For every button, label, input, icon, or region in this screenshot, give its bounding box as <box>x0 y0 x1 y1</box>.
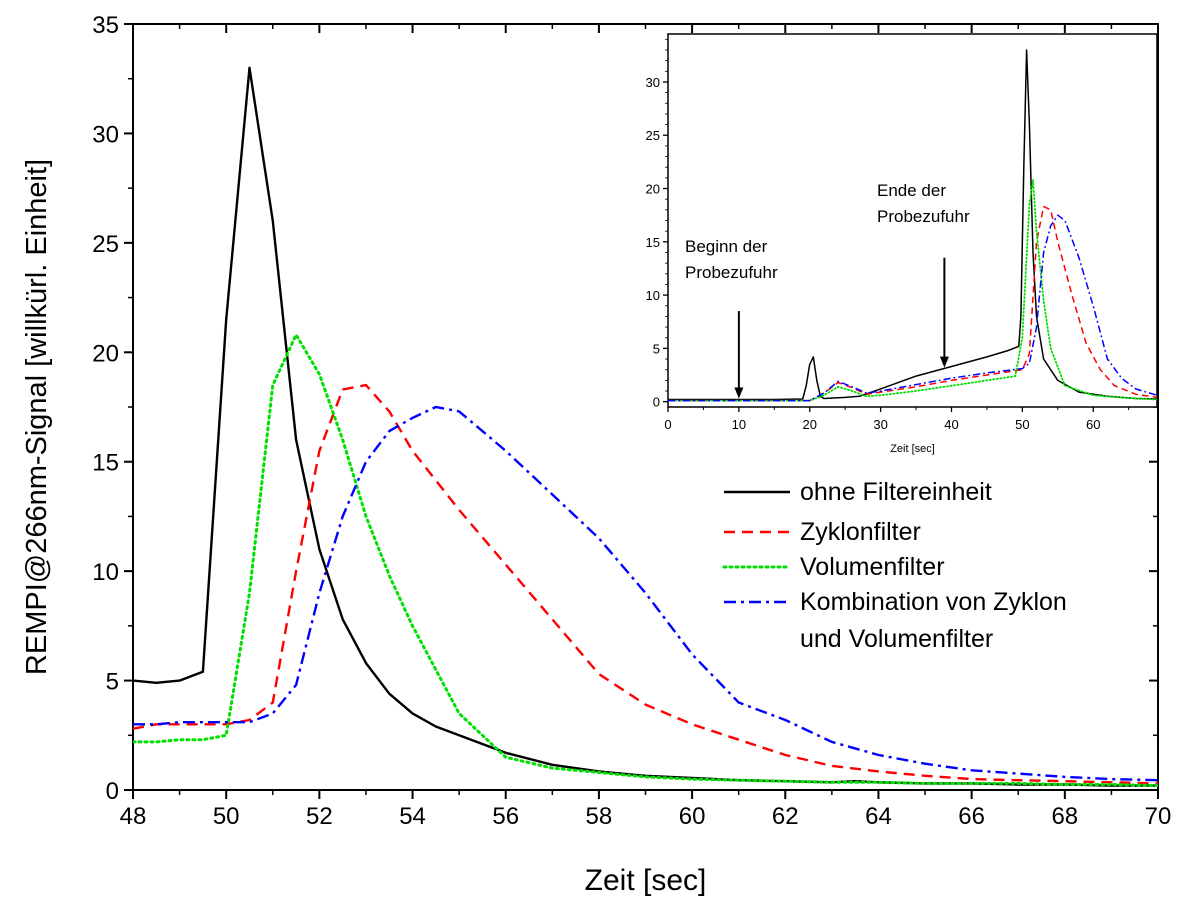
main-y-tick-label: 10 <box>92 559 119 586</box>
main-y-tick-label: 25 <box>92 231 119 258</box>
inset-y-tick-label: 15 <box>646 235 660 250</box>
main-series-group <box>133 66 1158 788</box>
inset-annotation-label: Ende der <box>877 181 946 200</box>
legend-label: Zyklonfilter <box>800 518 921 546</box>
main-plot: 48 50 52 54 56 58 60 62 64 66 68 7005101520253035Ze… <box>21 12 1171 897</box>
inset-y-tick-label: 25 <box>646 128 660 143</box>
main-x-tick-label: 60 <box>679 803 706 830</box>
main-x-tick-label: 70 <box>1145 803 1172 830</box>
main-y-tick-label: 0 <box>106 778 119 805</box>
legend: ohne Filtereinheit Zyklonfilter Volumenfil… <box>722 478 1067 653</box>
main-x-tick-label: 52 <box>306 803 333 830</box>
inset-y-tick-label: 20 <box>646 182 660 197</box>
inset-annotation-arrowhead <box>939 356 949 368</box>
main-x-tick-label: 62 <box>772 803 799 830</box>
inset-annotation-label: Beginn der <box>685 237 768 256</box>
main-x-tick-label: 48 <box>120 803 147 830</box>
inset-x-tick-label: 60 <box>1086 417 1100 432</box>
main-x-tick-label: 54 <box>399 803 426 830</box>
inset-series-line <box>668 179 1157 402</box>
inset-x-tick-label: 40 <box>944 417 958 432</box>
inset-plot-frame <box>667 33 1158 408</box>
legend-label: ohne Filtereinheit <box>800 478 992 506</box>
main-y-tick-label: 20 <box>92 340 119 367</box>
legend-label: und Volumenfilter <box>800 625 993 653</box>
main-series-line <box>133 333 1158 788</box>
inset-y-tick-label: 30 <box>646 75 660 90</box>
main-x-tick-label: 58 <box>586 803 613 830</box>
inset-series-group <box>668 49 1157 402</box>
inset-annotation-label: Probezufuhr <box>685 263 778 282</box>
main-x-axis-label: Zeit [sec] <box>585 864 707 897</box>
inset-x-tick-label: 10 <box>732 417 746 432</box>
legend-label: Volumenfilter <box>800 553 945 581</box>
main-x-tick-label: 68 <box>1051 803 1078 830</box>
main-x-tick-label: 66 <box>958 803 985 830</box>
inset-x-axis-label: Zeit [sec] <box>890 443 935 455</box>
main-x-tick-label: 64 <box>865 803 892 830</box>
inset-x-tick-label: 30 <box>873 417 887 432</box>
inset-y-tick-label: 10 <box>646 288 660 303</box>
main-y-tick-label: 35 <box>92 12 119 39</box>
inset-x-tick-label: 50 <box>1015 417 1029 432</box>
inset-annotation-label: Probezufuhr <box>877 207 970 226</box>
legend-label: Kombination von Zyklon <box>800 588 1067 616</box>
inset-x-tick-label: 20 <box>803 417 817 432</box>
main-x-tick-label: 56 <box>492 803 519 830</box>
inset-y-tick-label: 5 <box>653 341 660 356</box>
main-series-line <box>133 405 1158 782</box>
inset-series-line <box>668 49 1157 401</box>
main-series-line <box>133 383 1158 785</box>
inset-series-line <box>668 214 1157 402</box>
inset-series-line <box>668 205 1157 402</box>
main-x-tick-label: 50 <box>213 803 240 830</box>
main-y-tick-label: 30 <box>92 121 119 148</box>
inset-annotation-arrowhead <box>734 387 744 399</box>
main-y-axis-label: REMPI@266nm-Signal [willkürl. Einheit] <box>21 159 53 675</box>
main-y-tick-label: 15 <box>92 450 119 477</box>
main-y-tick-label: 5 <box>106 669 119 696</box>
inset-y-tick-label: 0 <box>653 395 660 410</box>
inset-x-tick-label: 0 <box>664 417 671 432</box>
